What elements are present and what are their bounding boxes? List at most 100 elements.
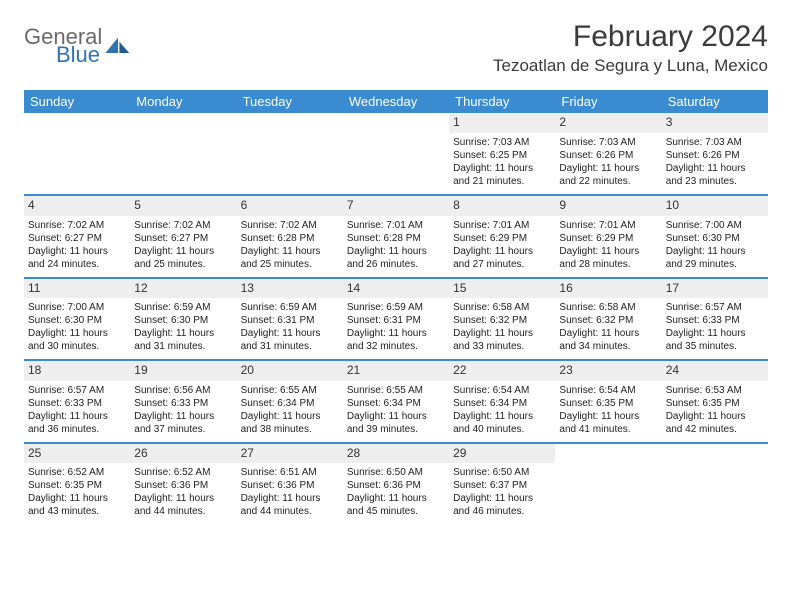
day-number-bar: 11 [24,279,130,299]
day-number: 22 [453,363,466,377]
day-number: 21 [347,363,360,377]
sunrise-text: Sunrise: 6:58 AM [453,301,551,314]
day-number: 28 [347,446,360,460]
calendar-day-cell: 4Sunrise: 7:02 AMSunset: 6:27 PMDaylight… [24,195,130,278]
day-number: 24 [666,363,679,377]
day-number-bar: 6 [237,196,343,216]
day-number: 11 [28,281,40,295]
day-header: Sunday [24,90,130,113]
calendar-day-cell: 25Sunrise: 6:52 AMSunset: 6:35 PMDayligh… [24,443,130,525]
sunrise-text: Sunrise: 6:50 AM [347,466,445,479]
sunrise-text: Sunrise: 6:59 AM [241,301,339,314]
calendar-day-cell: 18Sunrise: 6:57 AMSunset: 6:33 PMDayligh… [24,360,130,443]
page-header: General Blue February 2024 Tezoatlan de … [24,20,768,76]
logo: General Blue [24,26,132,66]
day-number-bar: 10 [662,196,768,216]
day-number: 15 [453,281,466,295]
day-header: Friday [555,90,661,113]
daylight-text: Daylight: 11 hours and 21 minutes. [453,162,551,188]
sunset-text: Sunset: 6:30 PM [134,314,232,327]
calendar-day-cell [343,113,449,195]
calendar-day-cell: 12Sunrise: 6:59 AMSunset: 6:30 PMDayligh… [130,278,236,361]
daylight-text: Daylight: 11 hours and 27 minutes. [453,245,551,271]
sunset-text: Sunset: 6:30 PM [28,314,126,327]
daylight-text: Daylight: 11 hours and 28 minutes. [559,245,657,271]
day-number: 8 [453,198,460,212]
sunrise-text: Sunrise: 6:52 AM [28,466,126,479]
day-number: 20 [241,363,254,377]
daylight-text: Daylight: 11 hours and 29 minutes. [666,245,764,271]
day-header-row: Sunday Monday Tuesday Wednesday Thursday… [24,90,768,113]
day-header: Wednesday [343,90,449,113]
day-header: Tuesday [237,90,343,113]
sunset-text: Sunset: 6:30 PM [666,232,764,245]
day-number-bar: 20 [237,361,343,381]
day-number-bar: 7 [343,196,449,216]
sunrise-text: Sunrise: 6:56 AM [134,384,232,397]
day-number-bar: 12 [130,279,236,299]
calendar-day-cell: 17Sunrise: 6:57 AMSunset: 6:33 PMDayligh… [662,278,768,361]
daylight-text: Daylight: 11 hours and 39 minutes. [347,410,445,436]
calendar-day-cell: 11Sunrise: 7:00 AMSunset: 6:30 PMDayligh… [24,278,130,361]
calendar-day-cell [24,113,130,195]
day-number: 23 [559,363,572,377]
calendar-day-cell: 23Sunrise: 6:54 AMSunset: 6:35 PMDayligh… [555,360,661,443]
day-number-bar: 23 [555,361,661,381]
day-number: 29 [453,446,466,460]
calendar-day-cell: 26Sunrise: 6:52 AMSunset: 6:36 PMDayligh… [130,443,236,525]
day-number: 16 [559,281,572,295]
sunset-text: Sunset: 6:26 PM [666,149,764,162]
sunrise-text: Sunrise: 6:52 AM [134,466,232,479]
calendar-day-cell: 9Sunrise: 7:01 AMSunset: 6:29 PMDaylight… [555,195,661,278]
calendar-day-cell [130,113,236,195]
day-number: 19 [134,363,147,377]
daylight-text: Daylight: 11 hours and 44 minutes. [241,492,339,518]
daylight-text: Daylight: 11 hours and 40 minutes. [453,410,551,436]
calendar-week-row: 25Sunrise: 6:52 AMSunset: 6:35 PMDayligh… [24,443,768,525]
calendar-table: Sunday Monday Tuesday Wednesday Thursday… [24,90,768,525]
day-number: 10 [666,198,679,212]
daylight-text: Daylight: 11 hours and 25 minutes. [241,245,339,271]
day-number: 25 [28,446,41,460]
sunrise-text: Sunrise: 6:58 AM [559,301,657,314]
daylight-text: Daylight: 11 hours and 42 minutes. [666,410,764,436]
sunrise-text: Sunrise: 7:03 AM [559,136,657,149]
sunset-text: Sunset: 6:31 PM [241,314,339,327]
daylight-text: Daylight: 11 hours and 41 minutes. [559,410,657,436]
sunrise-text: Sunrise: 7:00 AM [28,301,126,314]
calendar-page: General Blue February 2024 Tezoatlan de … [0,0,792,545]
day-number-bar: 15 [449,279,555,299]
calendar-day-cell [237,113,343,195]
sunrise-text: Sunrise: 7:01 AM [347,219,445,232]
daylight-text: Daylight: 11 hours and 22 minutes. [559,162,657,188]
sunset-text: Sunset: 6:29 PM [559,232,657,245]
daylight-text: Daylight: 11 hours and 45 minutes. [347,492,445,518]
day-number-bar: 17 [662,279,768,299]
day-number-bar: 5 [130,196,236,216]
sunset-text: Sunset: 6:33 PM [28,397,126,410]
day-number: 9 [559,198,566,212]
daylight-text: Daylight: 11 hours and 46 minutes. [453,492,551,518]
calendar-day-cell: 24Sunrise: 6:53 AMSunset: 6:35 PMDayligh… [662,360,768,443]
sunrise-text: Sunrise: 6:54 AM [559,384,657,397]
day-number-bar: 18 [24,361,130,381]
calendar-day-cell: 14Sunrise: 6:59 AMSunset: 6:31 PMDayligh… [343,278,449,361]
sunrise-text: Sunrise: 7:02 AM [241,219,339,232]
day-number-bar: 22 [449,361,555,381]
sunrise-text: Sunrise: 7:03 AM [666,136,764,149]
calendar-day-cell [555,443,661,525]
day-number-bar: 2 [555,113,661,133]
sunset-text: Sunset: 6:37 PM [453,479,551,492]
day-number-bar: 26 [130,444,236,464]
sunrise-text: Sunrise: 7:02 AM [28,219,126,232]
day-number-bar: 24 [662,361,768,381]
calendar-day-cell: 21Sunrise: 6:55 AMSunset: 6:34 PMDayligh… [343,360,449,443]
sunset-text: Sunset: 6:34 PM [241,397,339,410]
daylight-text: Daylight: 11 hours and 36 minutes. [28,410,126,436]
sunset-text: Sunset: 6:32 PM [453,314,551,327]
day-number-bar: 16 [555,279,661,299]
sunset-text: Sunset: 6:33 PM [666,314,764,327]
sunrise-text: Sunrise: 7:00 AM [666,219,764,232]
calendar-day-cell: 16Sunrise: 6:58 AMSunset: 6:32 PMDayligh… [555,278,661,361]
daylight-text: Daylight: 11 hours and 37 minutes. [134,410,232,436]
